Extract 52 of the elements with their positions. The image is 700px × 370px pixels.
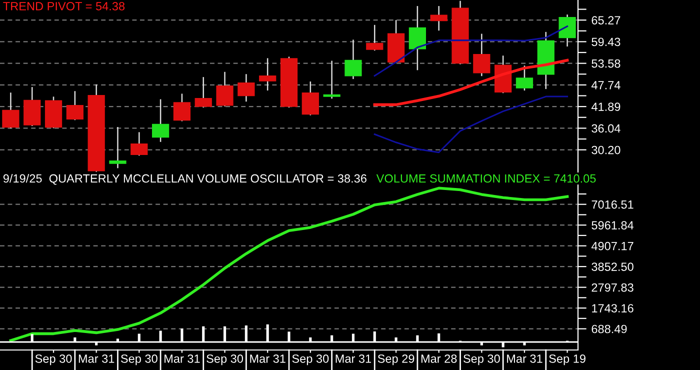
y-tick-label: 59.43 <box>592 38 620 46</box>
candlestick <box>366 24 384 51</box>
y-tick-label: 5961.84 <box>592 221 634 230</box>
y-tick-label: 3852.50 <box>592 262 634 271</box>
y-tick-label: 1743.16 <box>592 304 634 312</box>
series-label: VOLUME SUMMATION INDEX = 7410.05 <box>376 174 596 183</box>
text: TREND PIVOT = 54.38 <box>3 2 125 10</box>
candlestick <box>259 58 276 91</box>
candlestick <box>2 92 20 128</box>
candlestick <box>558 14 576 46</box>
candlestick <box>430 6 448 31</box>
x-tick-label: Mar 31 <box>507 354 542 363</box>
y-tick-label: 47.74 <box>591 81 620 90</box>
x-tick-label: Sep 29 <box>378 354 414 366</box>
y-tick-label: 2797.83 <box>592 283 634 292</box>
candlestick <box>66 91 84 120</box>
y-tick-label: 65.27 <box>592 16 620 24</box>
candlestick <box>473 34 490 76</box>
y-tick-label: 688.49 <box>592 324 627 334</box>
candlestick <box>302 81 319 116</box>
candlestick <box>516 66 534 91</box>
line-series <box>9 186 569 342</box>
x-tick-label: Sep 30 <box>463 354 500 366</box>
x-tick-label: Mar 31 <box>78 354 114 363</box>
candlestick <box>109 126 126 168</box>
candlestick <box>323 60 340 99</box>
candlestick <box>344 40 362 80</box>
candlestick <box>194 77 212 108</box>
x-tick-label: Sep 30 <box>120 354 158 366</box>
x-tick-label: Sep 30 <box>35 354 72 366</box>
y-tick-label: 7016.51 <box>592 200 634 209</box>
y-tick-label: 41.89 <box>591 102 620 111</box>
x-tick-label: Mar 31 <box>164 354 200 363</box>
y-tick-label: 30.20 <box>592 146 620 154</box>
candlestick <box>408 6 426 70</box>
chart-title: 9/19/25 QUARTERLY MCCLELLAN VOLUME OSCILLATOR = 38.36 <box>3 174 366 185</box>
x-tick-label: Sep 19 <box>549 354 586 366</box>
candlestick <box>238 74 255 102</box>
candlestick <box>130 132 148 156</box>
x-tick-label: Mar 31 <box>250 354 286 363</box>
candlestick <box>173 94 191 122</box>
x-tick-label: Mar 31 <box>336 354 372 363</box>
y-tick-label: 36.04 <box>592 124 620 133</box>
x-tick-label: Sep 30 <box>206 354 244 366</box>
x-tick-label: Sep 30 <box>292 354 329 366</box>
line-series <box>374 96 568 154</box>
line-series <box>373 58 569 106</box>
candlestick <box>152 99 170 142</box>
y-tick-label: 53.58 <box>592 59 620 68</box>
y-tick-label: 4907.17 <box>591 242 634 250</box>
candlestick <box>216 72 234 106</box>
x-tick-label: Mar 28 <box>421 354 457 363</box>
